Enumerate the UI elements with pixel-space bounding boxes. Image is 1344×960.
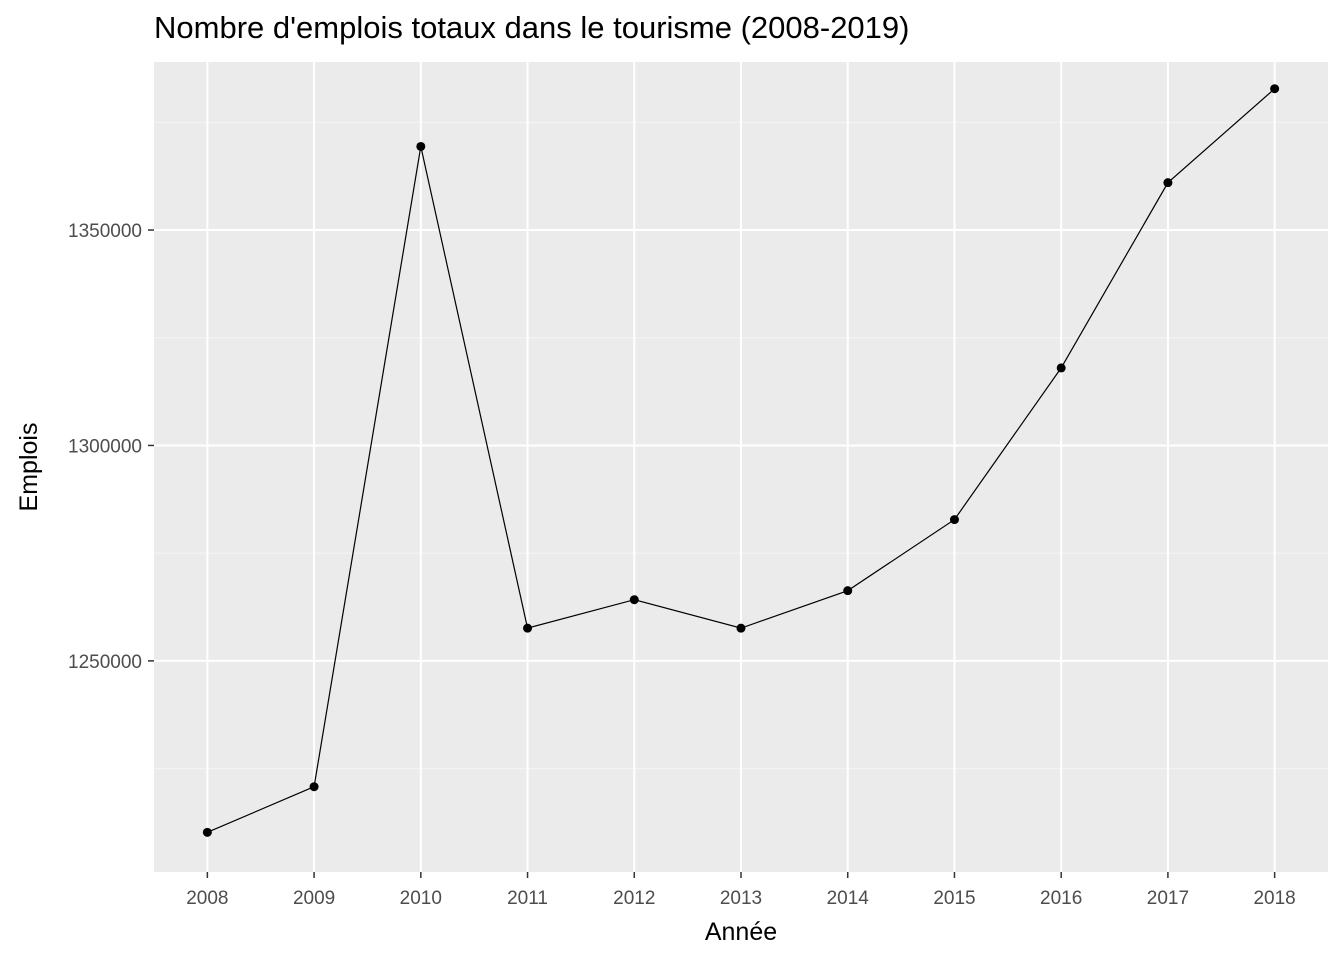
series-layer <box>202 84 1280 837</box>
x-tick-label: 2015 <box>933 888 975 909</box>
axis-ticks <box>148 229 1276 878</box>
y-axis-title: Emplois <box>15 423 43 512</box>
data-point <box>1056 363 1066 373</box>
major-gridlines <box>154 62 1328 872</box>
y-tick-labels: 1250000 1300000 1350000 <box>68 221 142 673</box>
x-tick-label: 2013 <box>720 888 762 909</box>
data-point <box>629 595 639 605</box>
data-point <box>1163 178 1173 188</box>
x-tick-label: 2009 <box>293 888 335 909</box>
data-point <box>949 515 959 525</box>
data-point <box>843 586 853 596</box>
data-point <box>523 623 533 633</box>
y-tick-label: 1300000 <box>68 436 142 457</box>
x-tick-label: 2011 <box>507 888 548 909</box>
data-point <box>202 827 212 837</box>
x-tick-label: 2008 <box>186 888 228 909</box>
data-point <box>416 141 426 151</box>
x-tick-label: 2017 <box>1147 888 1189 909</box>
data-point <box>1270 84 1280 94</box>
x-tick-label: 2016 <box>1040 888 1082 909</box>
x-axis-title: Année <box>705 918 777 946</box>
chart-title: Nombre d'emplois totaux dans le tourisme… <box>154 10 910 45</box>
data-point <box>309 782 319 792</box>
y-tick-label: 1250000 <box>68 652 142 673</box>
x-tick-label: 2012 <box>613 888 655 909</box>
x-tick-label: 2014 <box>827 888 870 909</box>
x-tick-label: 2018 <box>1253 888 1295 909</box>
data-point <box>736 623 746 633</box>
x-tick-label: 2010 <box>400 888 442 909</box>
y-tick-label: 1350000 <box>68 221 142 242</box>
x-tick-labels: 2008 2009 2010 2011 2012 2013 2014 2015 2016 2017… <box>186 888 1296 909</box>
